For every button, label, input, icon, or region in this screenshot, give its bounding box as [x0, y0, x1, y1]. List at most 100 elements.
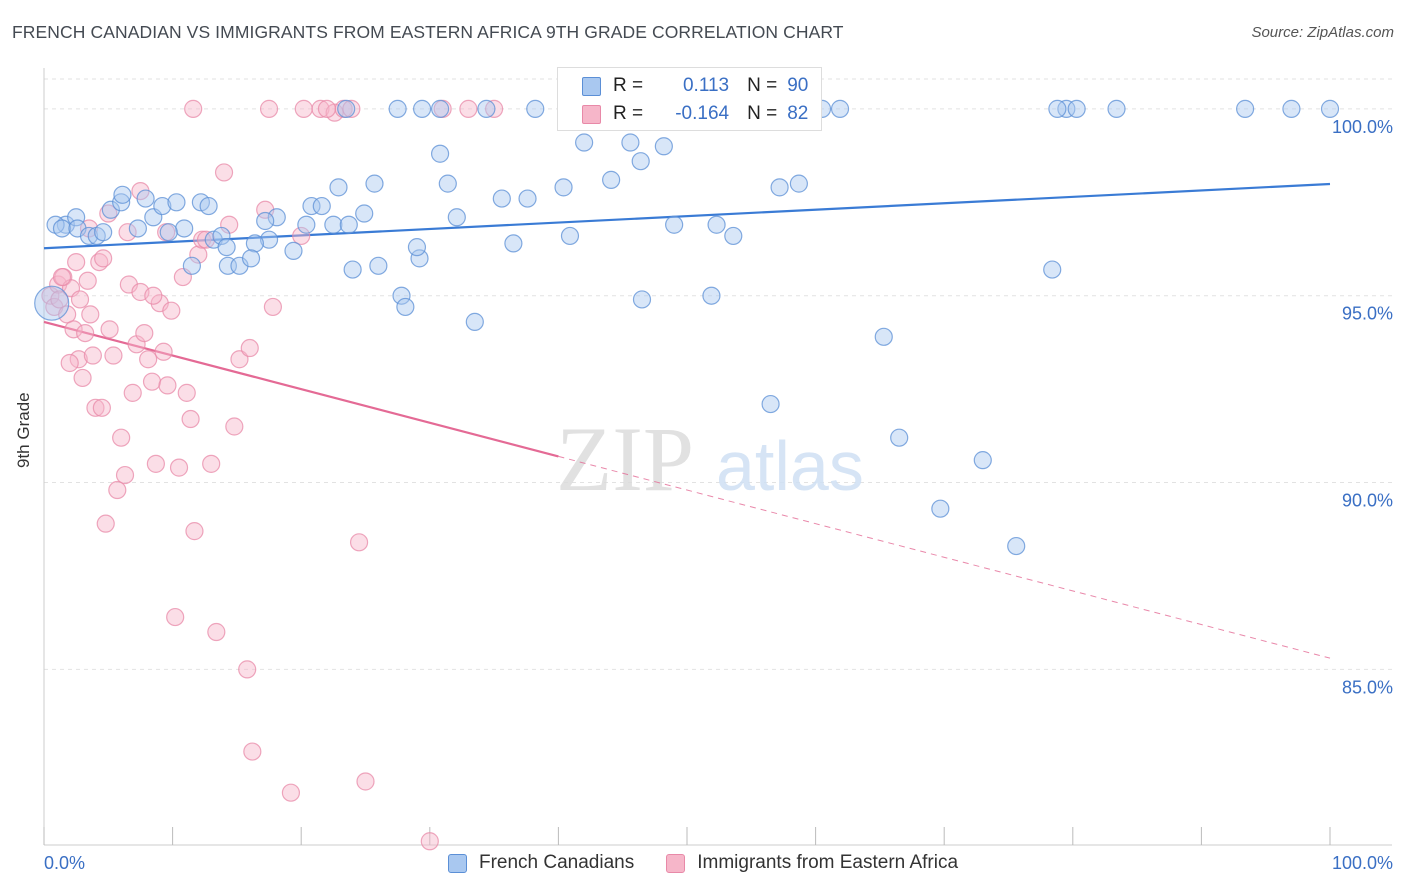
- data-point: [281, 783, 301, 802]
- data-point: [1043, 260, 1062, 279]
- data-point: [365, 174, 384, 193]
- trend-line: [43, 320, 559, 458]
- data-point: [70, 290, 90, 309]
- data-point: [447, 208, 466, 227]
- data-point: [78, 271, 97, 290]
- data-point: [329, 178, 348, 197]
- data-point: [518, 189, 537, 208]
- data-point: [123, 383, 142, 402]
- data-point: [665, 215, 684, 234]
- data-point: [238, 660, 257, 679]
- data-point: [86, 398, 105, 417]
- data-point: [94, 249, 113, 268]
- data-point: [96, 514, 115, 533]
- data-point: [874, 327, 893, 346]
- n-value: 82: [787, 103, 809, 124]
- watermark: ZIP atlas: [556, 408, 864, 510]
- data-point: [621, 133, 640, 152]
- data-point: [770, 178, 789, 197]
- data-point: [1282, 99, 1301, 118]
- data-point: [438, 174, 457, 193]
- source-label: Source: ZipAtlas.com: [1251, 24, 1394, 41]
- data-point: [212, 226, 231, 246]
- data-point: [169, 458, 189, 477]
- data-point: [196, 230, 216, 249]
- watermark-atlas: atlas: [716, 427, 864, 505]
- data-point: [575, 133, 594, 152]
- data-point: [931, 499, 950, 518]
- blue-swatch: [447, 853, 467, 873]
- data-point: [1320, 99, 1340, 118]
- stats-row-french-canadians: R = 0.113 N = 90: [582, 74, 808, 98]
- data-point: [104, 346, 123, 365]
- data-point: [34, 285, 70, 321]
- y-tick-label: 95.0%: [1342, 304, 1393, 324]
- series-legend: French Canadians Immigrants from Eastern…: [0, 852, 1406, 874]
- data-point: [789, 174, 808, 193]
- data-point: [702, 286, 721, 305]
- data-point: [81, 305, 100, 324]
- data-point: [356, 772, 375, 791]
- data-point: [101, 200, 120, 219]
- data-point: [560, 226, 580, 246]
- data-point: [199, 196, 218, 216]
- data-point: [112, 428, 131, 447]
- stats-legend: R = 0.113 N = 90 R = -0.164 N = 82: [557, 67, 822, 131]
- data-point: [76, 323, 95, 343]
- data-point: [162, 301, 181, 320]
- data-point: [504, 234, 523, 253]
- data-point: [392, 286, 411, 305]
- data-point: [189, 245, 208, 264]
- data-point: [396, 297, 415, 317]
- data-point: [459, 99, 478, 118]
- data-point: [136, 189, 155, 208]
- y-tick-label: 90.0%: [1342, 491, 1393, 511]
- r-value: -0.164: [675, 103, 730, 124]
- data-point: [100, 320, 119, 339]
- data-point: [115, 465, 135, 485]
- data-point: [761, 394, 780, 414]
- chart-title: FRENCH CANADIAN VS IMMIGRANTS FROM EASTE…: [12, 22, 844, 42]
- y-tick-label: 85.0%: [1342, 677, 1393, 697]
- data-point: [230, 350, 249, 369]
- data-point: [207, 622, 226, 642]
- data-point: [146, 454, 165, 473]
- data-point: [602, 170, 621, 189]
- data-point: [108, 480, 127, 500]
- data-point: [485, 99, 504, 118]
- data-point: [166, 607, 185, 627]
- data-point: [267, 208, 286, 227]
- n-label: N =: [747, 75, 778, 96]
- data-point: [407, 238, 427, 257]
- data-point: [69, 350, 88, 369]
- data-point: [430, 99, 450, 118]
- legend-label: French Canadians: [478, 852, 635, 873]
- data-point: [83, 346, 102, 365]
- x-tick-label: 100.0%: [1332, 853, 1393, 873]
- data-point: [1236, 99, 1255, 118]
- data-point: [79, 226, 99, 246]
- data-point: [58, 305, 77, 324]
- data-point: [337, 99, 356, 118]
- data-point: [554, 178, 573, 197]
- data-point: [465, 312, 484, 331]
- n-value: 90: [787, 75, 809, 96]
- data-point: [181, 409, 200, 429]
- tick-labels: 85.0% 90.0% 95.0% 100.0% 0.0% 100.0%: [44, 117, 1393, 873]
- data-point: [724, 226, 743, 246]
- legend-item-french-canadians[interactable]: French Canadians: [447, 852, 635, 874]
- data-points: [34, 99, 1340, 851]
- data-point: [64, 320, 83, 339]
- data-point: [241, 249, 261, 268]
- data-point: [1107, 99, 1126, 118]
- data-point: [214, 163, 234, 182]
- data-point: [654, 137, 673, 156]
- data-point: [1048, 99, 1067, 118]
- y-axis-label: 9th Grade: [14, 392, 33, 468]
- legend-item-eastern-africa[interactable]: Immigrants from Eastern Africa: [666, 852, 958, 874]
- data-point: [349, 533, 369, 552]
- data-point: [256, 211, 275, 231]
- data-point: [292, 226, 311, 246]
- r-label: R =: [613, 75, 644, 96]
- data-point: [154, 342, 173, 361]
